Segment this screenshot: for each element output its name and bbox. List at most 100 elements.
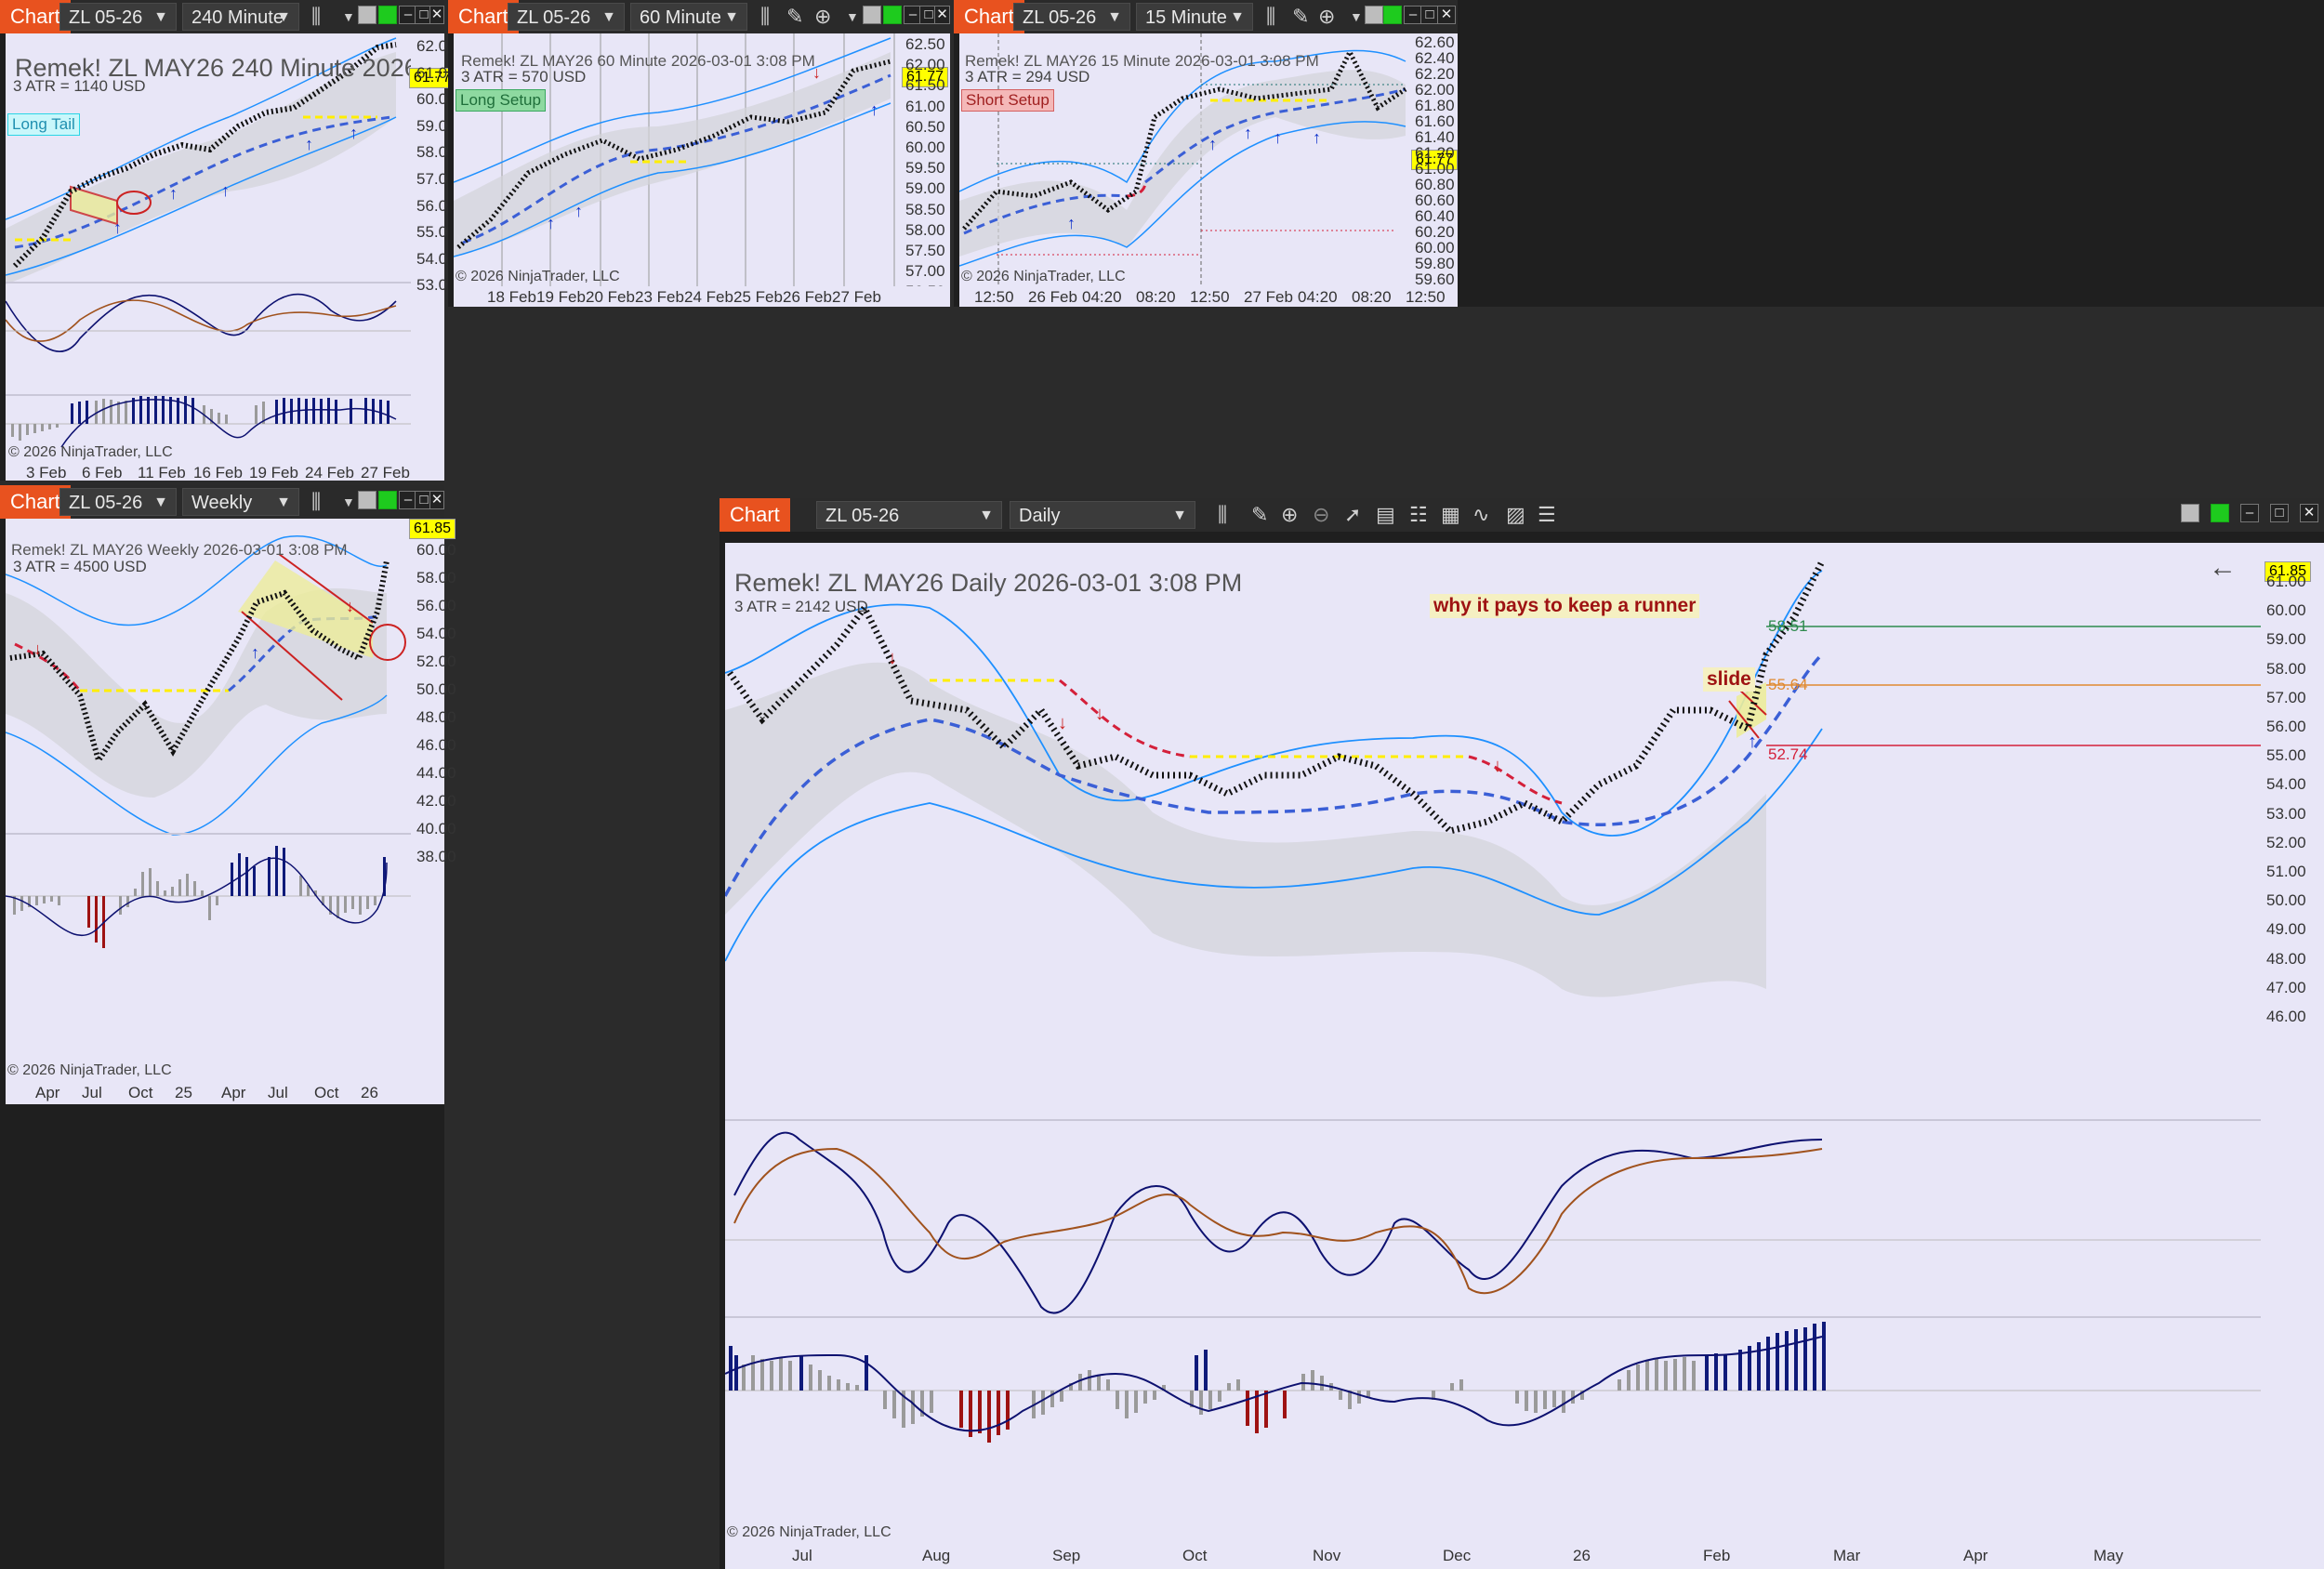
window-gray-button[interactable] [1365,6,1383,24]
atr-label: 3 ATR = 2142 USD [734,598,868,615]
price-panel-240[interactable]: ↑ ↑ ↑ ↑ ↑ Remek! ZL MAY26 240 Minute 202… [6,33,411,462]
timeframe-selector[interactable]: Daily ▼ [1010,501,1195,529]
time-tick-label: Apr [35,1084,60,1101]
chevron-down-icon[interactable]: ▼ [1350,9,1363,24]
last-price-tag: 61.85 [2265,561,2312,582]
last-price-tag: 61.85 [409,519,456,539]
instrument-selector[interactable]: ZL 05-26 ▼ [1013,3,1130,31]
time-tick-label: 24 Feb [305,464,354,481]
chart-tab[interactable]: Chart [448,0,519,33]
price-tick-label: 61.20 [1415,144,1455,162]
chart-tab[interactable]: Chart [954,0,1024,33]
list-icon[interactable]: ☰ [1538,503,1556,526]
data-box-icon[interactable]: ▤ [1376,503,1395,526]
link-green-button[interactable] [1383,6,1402,24]
price-panel-daily[interactable]: ↓ ↓ ↓ ↓ ↑ Remek! ZL MAY26 Daily 2026-03-… [725,543,2261,1545]
time-tick-label: 25 [175,1084,192,1101]
maximize-button[interactable]: □ [415,6,433,24]
indicator-icon[interactable]: ∿ [1472,503,1490,526]
back-arrow-icon[interactable]: ← [2209,552,2237,583]
close-button[interactable]: ✕ [934,6,950,24]
price-tick-label: 62.40 [1415,49,1455,67]
window-gray-button[interactable] [863,6,881,24]
svg-text:↑: ↑ [113,218,122,237]
price-tick-label: 59.00 [905,179,945,198]
price-tick-label: 55.00 [2266,746,2306,765]
svg-text:↓: ↓ [1095,704,1104,724]
pencil-icon[interactable]: ✎ [1251,503,1269,526]
timeframe-selector[interactable]: 240 Minute ▼ [182,3,299,31]
instrument-selector[interactable]: ZL 05-26 ▼ [816,501,1002,529]
level-low-label: 52.74 [1768,745,1808,763]
link-green-button[interactable] [378,6,397,24]
price-tick-label: 52.00 [416,653,456,670]
price-tick-label: 60.50 [905,117,945,136]
close-button[interactable]: ✕ [1437,6,1456,24]
chevron-down-icon[interactable]: ▼ [846,9,859,24]
price-panel-weekly[interactable]: ↑ ↓ ↓ Remek! ZL MAY26 Weekly 2026-03-01 … [6,519,411,1082]
svg-text:↓: ↓ [888,648,897,668]
timeframe-selector[interactable]: 15 Minute ▼ [1136,3,1253,31]
timeframe-value: Daily [1019,506,1061,526]
instrument-selector[interactable]: ZL 05-26 ▼ [508,3,625,31]
time-axis-240: 3 Feb 6 Feb 11 Feb 16 Feb 19 Feb 24 Feb 27 Feb [6,462,444,481]
bar-chart-icon[interactable]: ⫼ [311,5,322,28]
window-gray-button[interactable] [358,491,376,509]
zoom-in-icon[interactable]: ⊕ [1318,5,1336,28]
maximize-button[interactable]: □ [1420,6,1439,24]
cursor-icon[interactable]: ➚ [1344,503,1362,526]
instrument-selector[interactable]: ZL 05-26 ▼ [59,488,177,516]
level-high-label: 58.51 [1768,617,1808,635]
zoom-out-icon[interactable]: ⊖ [1313,503,1330,526]
minimize-button[interactable]: – [1404,6,1422,24]
chart-tab[interactable]: Chart [720,498,790,532]
maximize-button[interactable]: □ [2270,504,2289,522]
timeframe-selector[interactable]: Weekly ▼ [182,488,299,516]
timeframe-selector[interactable]: 60 Minute ▼ [630,3,747,31]
minimize-button[interactable]: – [2240,504,2259,522]
chart-tab[interactable]: Chart [0,485,71,519]
copyright: © 2026 NinjaTrader, LLC [727,1524,891,1540]
price-tick-label: 57.00 [2266,688,2306,706]
bar-chart-icon[interactable]: ⫼ [1218,503,1228,526]
time-tick-label: 12:50 [974,288,1014,306]
window-gray-button[interactable] [2181,504,2199,522]
close-button[interactable]: ✕ [429,491,444,509]
time-tick-label: 11 Feb [138,464,186,481]
instrument-selector[interactable]: ZL 05-26 ▼ [59,3,177,31]
link-green-button[interactable] [883,6,902,24]
price-tick-label: 55.00 [416,223,456,242]
svg-text:↑: ↑ [169,184,178,203]
setup-badge: Long Tail [7,113,80,136]
minimize-button[interactable]: – [399,6,417,24]
bar-chart-icon[interactable]: ⫼ [760,5,771,28]
pencil-icon[interactable]: ✎ [1292,5,1310,28]
chart-title: Remek! ZL MAY26 Weekly 2026-03-01 3:08 P… [11,541,348,559]
close-button[interactable]: ✕ [2300,504,2318,522]
zoom-in-icon[interactable]: ⊕ [814,5,832,28]
price-tick-label: 60.60 [1415,191,1455,209]
link-green-button[interactable] [2211,504,2229,522]
chevron-down-icon: ▼ [979,508,994,523]
pencil-icon[interactable]: ✎ [786,5,804,28]
chevron-down-icon[interactable]: ▼ [342,494,355,509]
properties-icon[interactable]: ☷ [1409,503,1428,526]
template-icon[interactable]: ▨ [1506,503,1525,526]
price-tick-label: 61.00 [416,63,456,82]
strategy-icon[interactable]: ▦ [1441,503,1460,526]
svg-text:↑: ↑ [1244,124,1252,142]
last-price-tag: 61.77 [1411,150,1459,170]
price-panel-60[interactable]: ↑ ↑ ↑ ↓ Remek! ZL MAY26 60 Minute 2026-0… [454,33,900,286]
zoom-in-icon[interactable]: ⊕ [1281,503,1299,526]
link-green-button[interactable] [378,491,397,509]
histogram-240-svg [6,396,411,448]
close-button[interactable]: ✕ [429,6,444,24]
window-gray-button[interactable] [358,6,376,24]
chart-tab[interactable]: Chart [0,0,71,33]
bar-chart-icon[interactable]: ⫼ [311,490,322,513]
price-panel-15[interactable]: ↑ ↑ ↑ ↑ ↑ Remek! ZL MAY26 15 Minute 2026… [959,33,1409,286]
price-axis-240: 61.77 62.00 61.00 60.00 59.00 58.00 57.00 56.0… [409,33,456,462]
bar-chart-icon[interactable]: ⫼ [1266,5,1276,28]
chevron-down-icon[interactable]: ▼ [342,9,355,24]
svg-text:↑: ↑ [1274,128,1282,147]
